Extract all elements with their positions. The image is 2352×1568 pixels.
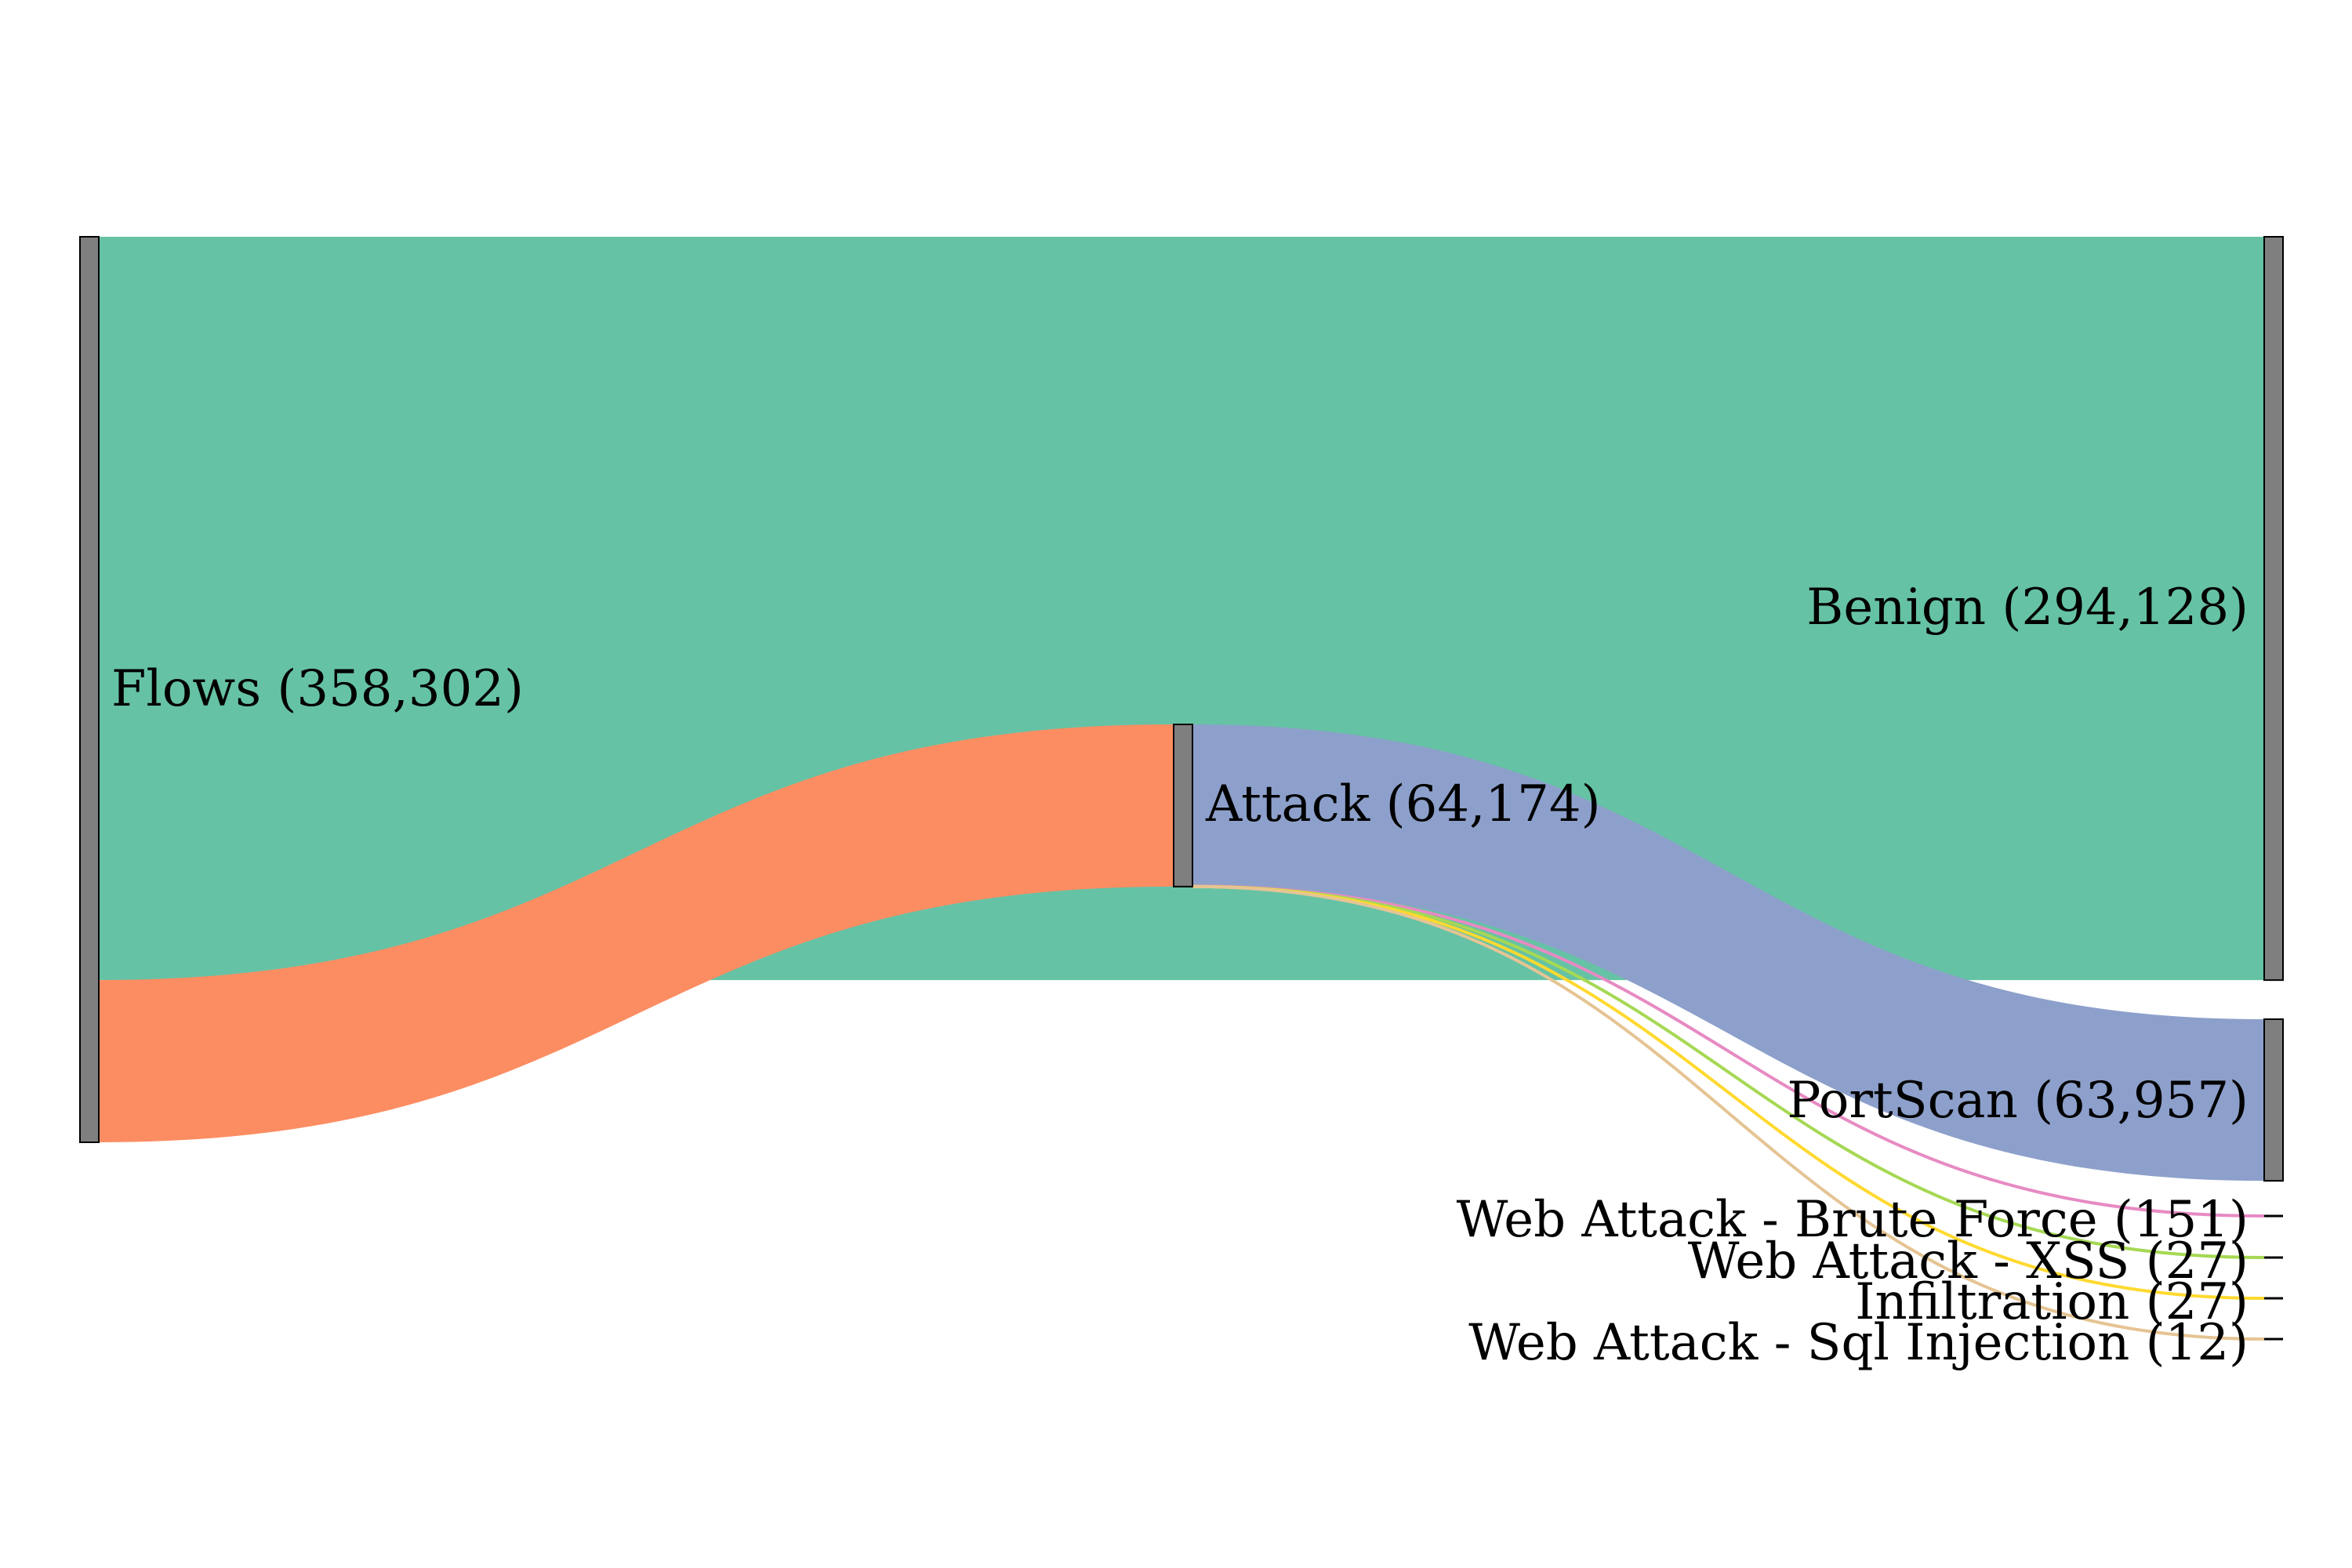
link-attack-to-portscan: [1192, 724, 2264, 1181]
node-label-infiltration: Infiltration (27): [1855, 1273, 2249, 1331]
sankey-nodes: [79, 236, 2284, 1341]
node-label-portscan: PortScan (63,957): [1787, 1072, 2249, 1130]
node-benign: [2263, 236, 2284, 982]
link-flows-to-benign: [99, 237, 2264, 981]
node-attack: [1173, 724, 1193, 887]
node-label-xss: Web Attack - XSS (27): [1688, 1232, 2249, 1290]
link-attack-to-infil: [1192, 884, 2265, 1300]
link-attack-to-sql: [1192, 884, 2265, 1341]
node-label-attack: Attack (64,174): [1205, 775, 1601, 833]
node-label-flows: Flows (358,302): [111, 660, 524, 718]
link-attack-to-xss: [1192, 884, 2265, 1259]
node-flows: [79, 236, 100, 1143]
link-flows-to-attack: [99, 724, 1174, 1142]
sankey-links: [99, 237, 2265, 1341]
node-label-brute-force: Web Attack - Brute Force (151): [1457, 1191, 2249, 1249]
node-label-sql-injection: Web Attack - Sql Injection (12): [1468, 1314, 2249, 1372]
link-attack-to-brute: [1192, 884, 2265, 1218]
node-label-benign: Benign (294,128): [1806, 579, 2249, 637]
node-portscan: [2263, 1018, 2284, 1182]
